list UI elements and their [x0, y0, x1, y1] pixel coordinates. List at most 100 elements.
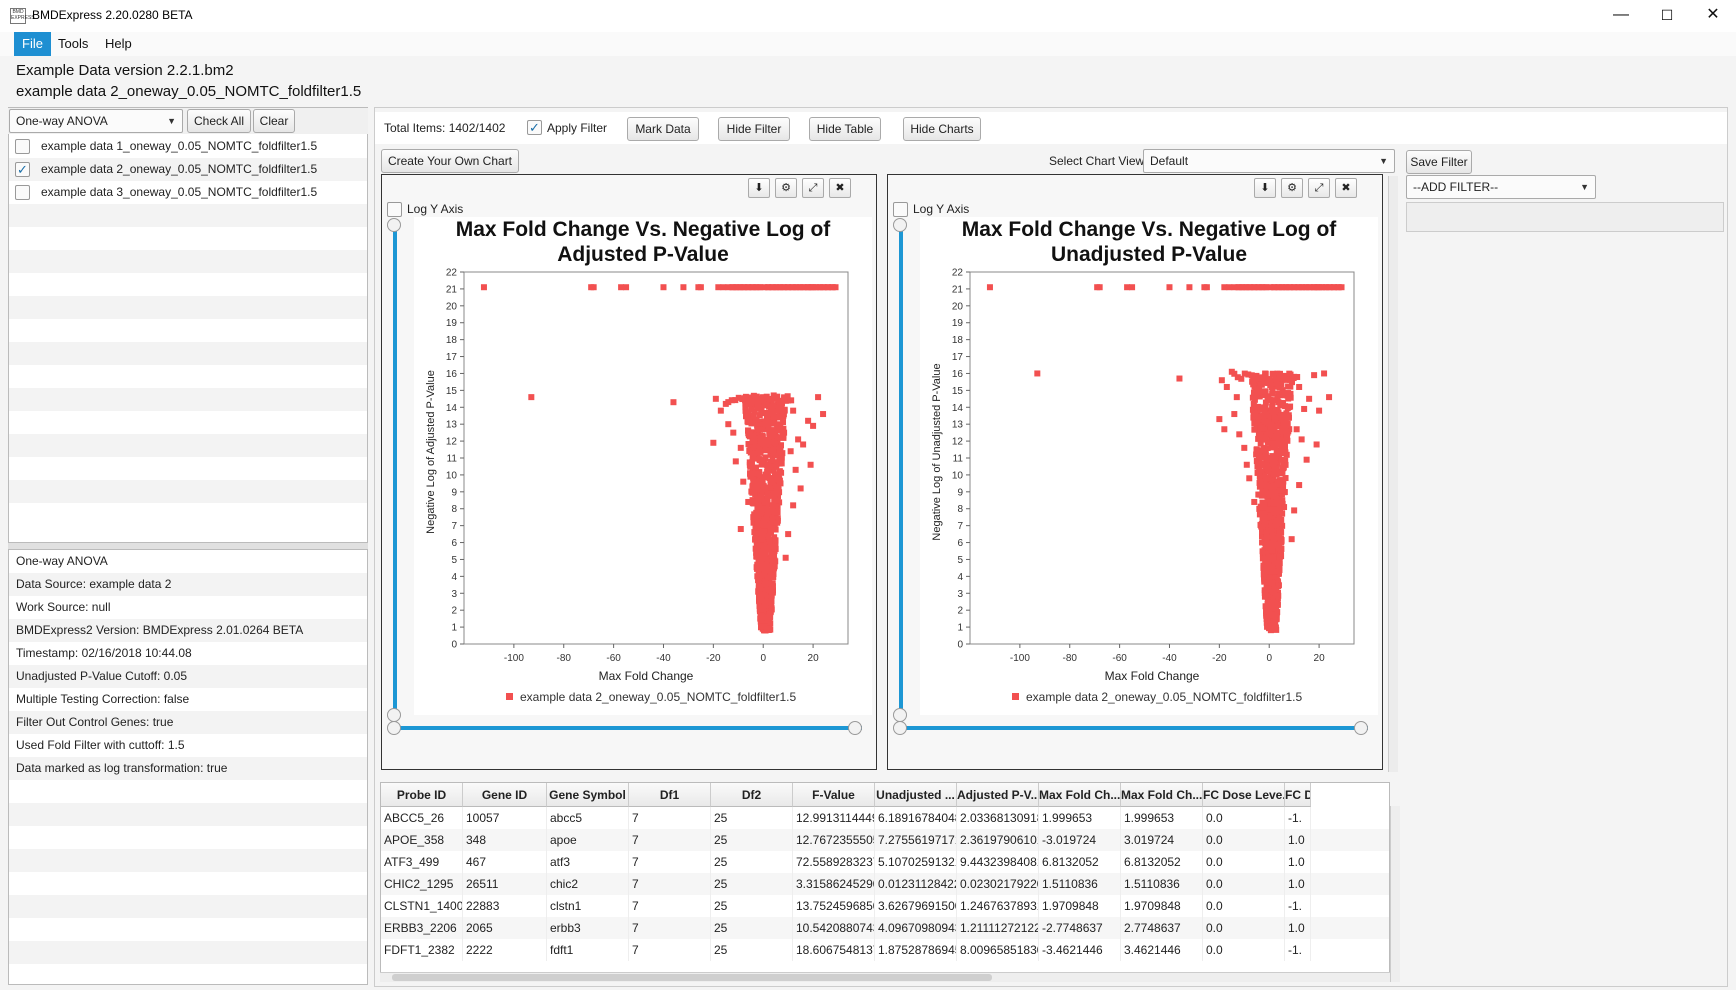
left-splitter[interactable] — [8, 543, 368, 549]
data-point — [1262, 447, 1269, 454]
table-row[interactable]: CLSTN1_140022883clstn172513.7524596850..… — [381, 895, 1389, 917]
table-row[interactable]: ATF3_499467atf372572.5589283237...5.1070… — [381, 851, 1389, 873]
data-point — [1272, 489, 1279, 496]
close-window-button[interactable]: ✕ — [1706, 6, 1720, 23]
expand-icon[interactable]: ⤢ — [802, 178, 824, 198]
data-point — [1274, 496, 1281, 503]
table-horizontal-scrollbar[interactable] — [380, 972, 1390, 982]
dataset-checkbox[interactable] — [15, 139, 30, 154]
y-range-handle-bottom[interactable] — [893, 708, 907, 722]
table-column-header[interactable]: FC D — [1285, 783, 1311, 807]
hide-table-button[interactable]: Hide Table — [809, 117, 881, 141]
table-column-header[interactable]: Df2 — [711, 783, 793, 807]
table-cell: 12.7672355505... — [793, 829, 875, 851]
x-range-handle-left[interactable] — [387, 721, 401, 735]
table-column-header[interactable]: Max Fold Ch... — [1039, 783, 1121, 807]
close-icon[interactable]: ✖ — [829, 178, 851, 198]
gear-icon[interactable]: ⚙ — [1281, 178, 1303, 198]
analysis-type-value: One-way ANOVA — [16, 114, 108, 128]
add-filter-select[interactable]: --ADD FILTER-- ▼ — [1406, 175, 1596, 199]
log-y-axis-checkbox[interactable] — [387, 202, 402, 217]
apply-filter-checkbox[interactable]: ✓ — [527, 120, 542, 135]
chart-view-select[interactable]: Default ▼ — [1143, 149, 1395, 173]
download-icon[interactable]: ⬇ — [748, 178, 770, 198]
close-icon[interactable]: ✖ — [1335, 178, 1357, 198]
table-column-header[interactable]: Unadjusted ... — [875, 783, 957, 807]
table-cell: 25 — [711, 851, 793, 873]
charts-scrollbar[interactable] — [1388, 176, 1398, 772]
table-row[interactable]: FDFT1_23822222fdft172518.6067548137...1.… — [381, 939, 1389, 961]
table-column-header[interactable]: Gene ID — [463, 783, 547, 807]
save-filter-button[interactable]: Save Filter — [1406, 150, 1472, 174]
table-row[interactable]: ABCC5_2610057abcc572512.9913114449...6.1… — [381, 807, 1389, 829]
list-item[interactable]: example data 1_oneway_0.05_NOMTC_foldfil… — [9, 135, 367, 158]
data-point — [749, 398, 756, 405]
data-point — [1259, 531, 1266, 538]
y-range-handle-top[interactable] — [387, 218, 401, 232]
table-vertical-scrollbar[interactable] — [1390, 806, 1400, 982]
y-range-handle-bottom[interactable] — [387, 708, 401, 722]
chevron-down-icon: ▼ — [1580, 182, 1589, 192]
y-range-slider[interactable] — [899, 227, 903, 715]
table-row[interactable]: ERBB3_22062065erbb372510.5420880743...4.… — [381, 917, 1389, 939]
data-point — [764, 409, 771, 416]
table-cell: abcc5 — [547, 807, 629, 829]
data-point — [1278, 539, 1285, 546]
analysis-type-select[interactable]: One-way ANOVA ▼ — [9, 109, 183, 133]
table-cell: 1.9709848 — [1121, 895, 1203, 917]
menu-help[interactable]: Help — [105, 36, 132, 51]
dataset-checkbox[interactable] — [15, 185, 30, 200]
minimize-button[interactable]: — — [1613, 6, 1629, 23]
table-column-header[interactable]: Df1 — [629, 783, 711, 807]
table-column-header[interactable]: F-Value — [793, 783, 875, 807]
data-point — [1268, 605, 1275, 612]
table-column-header[interactable]: Gene Symbol — [547, 783, 629, 807]
list-item[interactable]: ✓ example data 2_oneway_0.05_NOMTC_foldfi… — [9, 158, 367, 181]
y-tick-label: 8 — [957, 504, 963, 515]
create-your-own-chart-button[interactable]: Create Your Own Chart — [381, 149, 519, 173]
table-cell: 9.44323984081... — [957, 851, 1039, 873]
data-point — [1129, 284, 1136, 291]
mark-data-button[interactable]: Mark Data — [627, 117, 699, 141]
dataset-checkbox[interactable]: ✓ — [15, 162, 30, 177]
table-row[interactable]: APOE_358348apoe72512.7672355505...7.2755… — [381, 829, 1389, 851]
x-range-handle-left[interactable] — [893, 721, 907, 735]
x-range-handle-right[interactable] — [1354, 721, 1368, 735]
list-item[interactable]: example data 3_oneway_0.05_NOMTC_foldfil… — [9, 181, 367, 204]
x-range-handle-right[interactable] — [848, 721, 862, 735]
table-column-header[interactable]: Adjusted P-V... — [957, 783, 1039, 807]
download-icon[interactable]: ⬇ — [1254, 178, 1276, 198]
menu-tools[interactable]: Tools — [58, 36, 89, 51]
gear-icon[interactable]: ⚙ — [775, 178, 797, 198]
info-row: Data Source: example data 2 — [9, 573, 367, 596]
data-point — [1298, 436, 1305, 443]
maximize-button[interactable]: ☐ — [1660, 7, 1674, 23]
x-range-slider[interactable] — [396, 726, 862, 730]
table-cell: 1.9709848 — [1039, 895, 1121, 917]
clear-button[interactable]: Clear — [253, 109, 295, 133]
data-point — [1267, 382, 1274, 389]
data-point — [742, 394, 749, 401]
data-point — [763, 413, 770, 420]
data-point — [770, 420, 777, 427]
menu-file[interactable]: File — [14, 32, 51, 56]
y-range-slider[interactable] — [393, 227, 397, 715]
check-all-button[interactable]: Check All — [187, 109, 251, 133]
table-column-header[interactable]: Max Fold Ch... — [1121, 783, 1203, 807]
data-point — [730, 429, 737, 436]
apply-filter-label: Apply Filter — [547, 121, 608, 135]
y-range-handle-top[interactable] — [893, 218, 907, 232]
table-column-header[interactable]: FC Dose Leve... — [1203, 783, 1285, 807]
x-range-slider[interactable] — [902, 726, 1368, 730]
expand-icon[interactable]: ⤢ — [1308, 178, 1330, 198]
hide-filter-button[interactable]: Hide Filter — [718, 117, 790, 141]
table-row[interactable]: CHIC2_129526511chic27253.31586245290...0… — [381, 873, 1389, 895]
table-column-header[interactable]: Probe ID — [381, 783, 463, 807]
log-y-axis-checkbox[interactable] — [893, 202, 908, 217]
hide-charts-button[interactable]: Hide Charts — [903, 117, 981, 141]
y-tick-label: 11 — [447, 454, 458, 465]
data-point — [749, 284, 756, 291]
data-point — [779, 450, 786, 457]
data-point — [1263, 432, 1270, 439]
table-scroll-thumb[interactable] — [392, 974, 992, 981]
